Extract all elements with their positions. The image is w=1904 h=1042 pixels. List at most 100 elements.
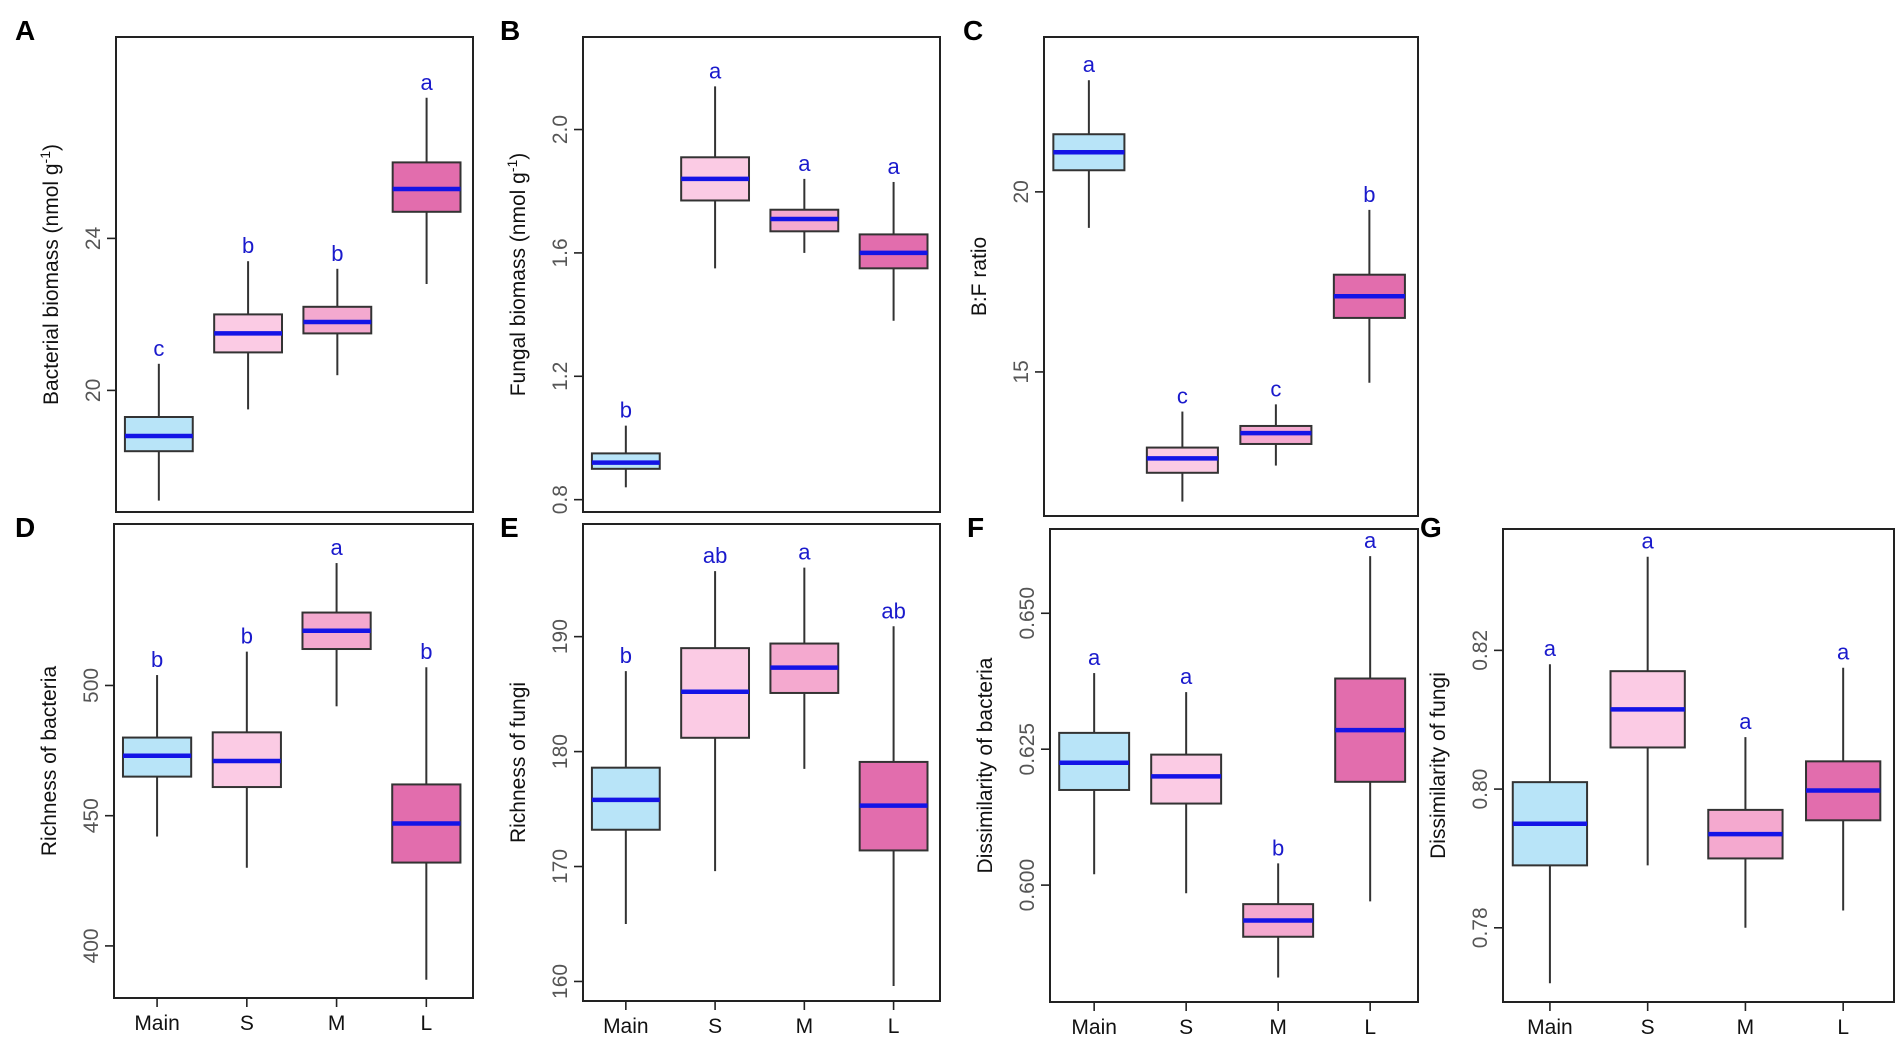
plot-frame [1049, 528, 1419, 1003]
y-axis-label-main: Dissimilarity of bacteria [974, 657, 997, 873]
x-tick-label: L [420, 1012, 432, 1035]
significance-letter: b [242, 233, 254, 258]
box-S: b [213, 233, 284, 410]
panel-letter: A [15, 15, 35, 46]
plot-frame [1502, 528, 1895, 1003]
significance-letter: b [241, 624, 253, 649]
panel-letter: B [500, 15, 520, 46]
y-axis-label-superscript: -1 [37, 151, 53, 164]
panel-letter: E [500, 512, 519, 543]
significance-letter: a [798, 540, 811, 565]
box-Main: b [590, 643, 661, 924]
significance-letter: b [620, 398, 632, 423]
box-M: a [769, 151, 840, 253]
significance-letter: a [887, 154, 900, 179]
significance-letter: b [1272, 835, 1284, 860]
panel-B: B 0.8 1.2 1.6 2.0 Fungal biomass (nmol g-1) b a… [500, 15, 941, 514]
significance-letter: c [153, 336, 164, 361]
y-axis-label-superscript: -1 [504, 160, 520, 173]
panel-G: G 0.78 0.80 0.82 Dissimilarity of fungi Main S… [1420, 512, 1895, 1039]
x-tick-label: Main [1527, 1016, 1573, 1039]
significance-letter: a [709, 58, 722, 83]
x-tick-label: Main [134, 1012, 180, 1035]
plot-frame [115, 36, 474, 513]
significance-letter: a [1083, 52, 1096, 77]
y-axis-label: Fungal biomass (nmol g-1) [504, 153, 530, 397]
box-M: a [769, 540, 840, 769]
significance-letter: a [1739, 709, 1752, 734]
box-L: a [858, 154, 929, 321]
y-axis-label-main: Dissimilarity of fungi [1427, 672, 1450, 859]
panel-letter: G [1420, 512, 1442, 543]
box-M: b [1242, 835, 1315, 978]
significance-letter: a [1642, 529, 1655, 554]
box-Main: c [123, 336, 194, 501]
y-tick-label: 2.0 [549, 115, 572, 144]
box-S: ab [680, 543, 751, 872]
y-tick-label: 0.600 [1016, 859, 1039, 912]
significance-letter: a [1088, 645, 1101, 670]
significance-letter: b [620, 643, 632, 668]
x-tick-label: Main [1071, 1016, 1117, 1039]
y-axis-label: Bacterial biomass (nmol g-1) [37, 144, 63, 405]
significance-letter: a [798, 151, 811, 176]
significance-letter: b [151, 647, 163, 672]
panel-letter: F [967, 512, 984, 543]
y-tick-label: 0.78 [1469, 907, 1492, 948]
plot-frame [582, 523, 941, 1002]
y-axis-label: Richness of fungi [507, 682, 530, 843]
box-S: b [211, 624, 282, 868]
y-tick-label: 20 [1010, 180, 1033, 203]
significance-letter: a [1364, 528, 1377, 553]
y-tick-label: 15 [1010, 360, 1033, 383]
box-M: a [1707, 709, 1784, 928]
y-tick-label: 500 [80, 668, 103, 703]
box-Main: b [590, 398, 661, 488]
y-tick-label: 0.625 [1016, 723, 1039, 776]
x-tick-label: M [328, 1012, 346, 1035]
box-L: b [1332, 182, 1406, 383]
y-axis-label-main: Bacterial biomass (nmol g [40, 163, 63, 405]
significance-letter: a [330, 535, 343, 560]
box-L: ab [858, 598, 929, 987]
y-tick-label: 190 [549, 619, 572, 654]
significance-letter: ab [703, 543, 727, 568]
significance-letter: c [1270, 376, 1281, 401]
significance-letter: b [420, 639, 432, 664]
x-tick-label: S [240, 1012, 254, 1035]
x-tick-label: M [1269, 1016, 1287, 1039]
significance-letter: b [331, 241, 343, 266]
y-axis-label-main: Richness of fungi [507, 682, 530, 843]
y-tick-label: 24 [82, 226, 105, 250]
y-tick-label: 0.80 [1469, 769, 1492, 810]
plot-frame [1043, 36, 1419, 517]
panel-E: E 160 170 180 190 Richness of fungi Main S M Lb ab… [500, 512, 941, 1038]
box-Main: a [1052, 52, 1126, 228]
y-tick-label: 0.650 [1016, 587, 1039, 640]
x-tick-label: L [1837, 1016, 1849, 1039]
y-tick-label: 400 [80, 928, 103, 963]
x-tick-label: S [1179, 1016, 1193, 1039]
y-tick-label: 160 [549, 964, 572, 999]
y-axis-label-main: Richness of bacteria [38, 666, 61, 857]
significance-letter: c [1177, 384, 1188, 409]
significance-letter: a [1837, 640, 1850, 665]
y-tick-label: 0.82 [1469, 630, 1492, 671]
box-M: a [301, 535, 372, 707]
y-tick-label: 450 [80, 798, 103, 833]
box-L: a [1334, 528, 1407, 902]
x-tick-label: M [1737, 1016, 1755, 1039]
box-L: b [391, 639, 462, 980]
x-tick-label: L [1364, 1016, 1376, 1039]
y-tick-label: 180 [549, 734, 572, 769]
box-S: a [1609, 529, 1686, 866]
panel-D: D 400 450 500 Richness of bacteria Main S M Lb b a… [15, 512, 474, 1035]
significance-letter: a [1180, 664, 1193, 689]
y-axis-label-main: B:F ratio [968, 237, 991, 316]
significance-letter: ab [881, 598, 905, 623]
y-axis-label-main: Fungal biomass (nmol g [507, 172, 530, 396]
y-axis-label: Dissimilarity of fungi [1427, 672, 1450, 859]
y-tick-label: 1.2 [549, 362, 572, 391]
y-tick-label: 20 [82, 379, 105, 402]
